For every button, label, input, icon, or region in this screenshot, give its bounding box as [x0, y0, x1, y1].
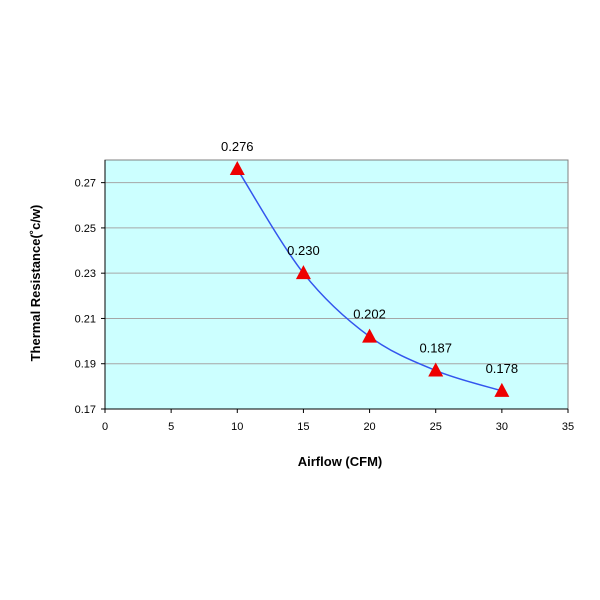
x-tick-label: 25: [430, 421, 442, 433]
x-tick-label: 0: [102, 421, 108, 433]
plot-area: [105, 160, 568, 409]
data-label: 0.178: [486, 361, 519, 376]
x-tick-label: 10: [231, 421, 243, 433]
data-label: 0.202: [353, 307, 386, 322]
y-axis: 0.17 0.19 0.21 0.23 0.25 0.27: [75, 160, 106, 416]
data-label: 0.187: [419, 341, 452, 356]
data-point-marker: [428, 362, 444, 377]
y-tick-label: 0.21: [75, 313, 96, 325]
x-tick-label: 30: [496, 421, 508, 433]
series: 0.276 0.230 0.202 0.187 0.178: [221, 139, 518, 397]
x-tick-label: 35: [562, 421, 574, 433]
data-point-marker: [494, 382, 510, 397]
data-label: 0.276: [221, 139, 254, 154]
y-tick-label: 0.19: [75, 359, 96, 371]
x-tick-label: 5: [168, 421, 174, 433]
y-tick-label: 0.27: [75, 178, 96, 190]
y-tick-label: 0.25: [75, 223, 96, 235]
y-tick-label: 0.23: [75, 268, 96, 280]
y-axis-title: Thermal Resistance(˚c/w): [28, 205, 43, 362]
y-tick-label: 0.17: [75, 404, 96, 416]
data-point-marker: [229, 161, 245, 176]
x-tick-label: 15: [297, 421, 309, 433]
data-point-marker: [295, 265, 311, 280]
data-point-marker: [362, 328, 378, 343]
x-axis: 0 5 10 15 20 25 30 35: [102, 408, 574, 433]
grid-lines: [105, 182, 568, 365]
x-tick-label: 20: [363, 421, 375, 433]
data-label: 0.230: [287, 243, 320, 258]
x-axis-title: Airflow (CFM): [298, 454, 382, 469]
series-line: [236, 168, 503, 392]
